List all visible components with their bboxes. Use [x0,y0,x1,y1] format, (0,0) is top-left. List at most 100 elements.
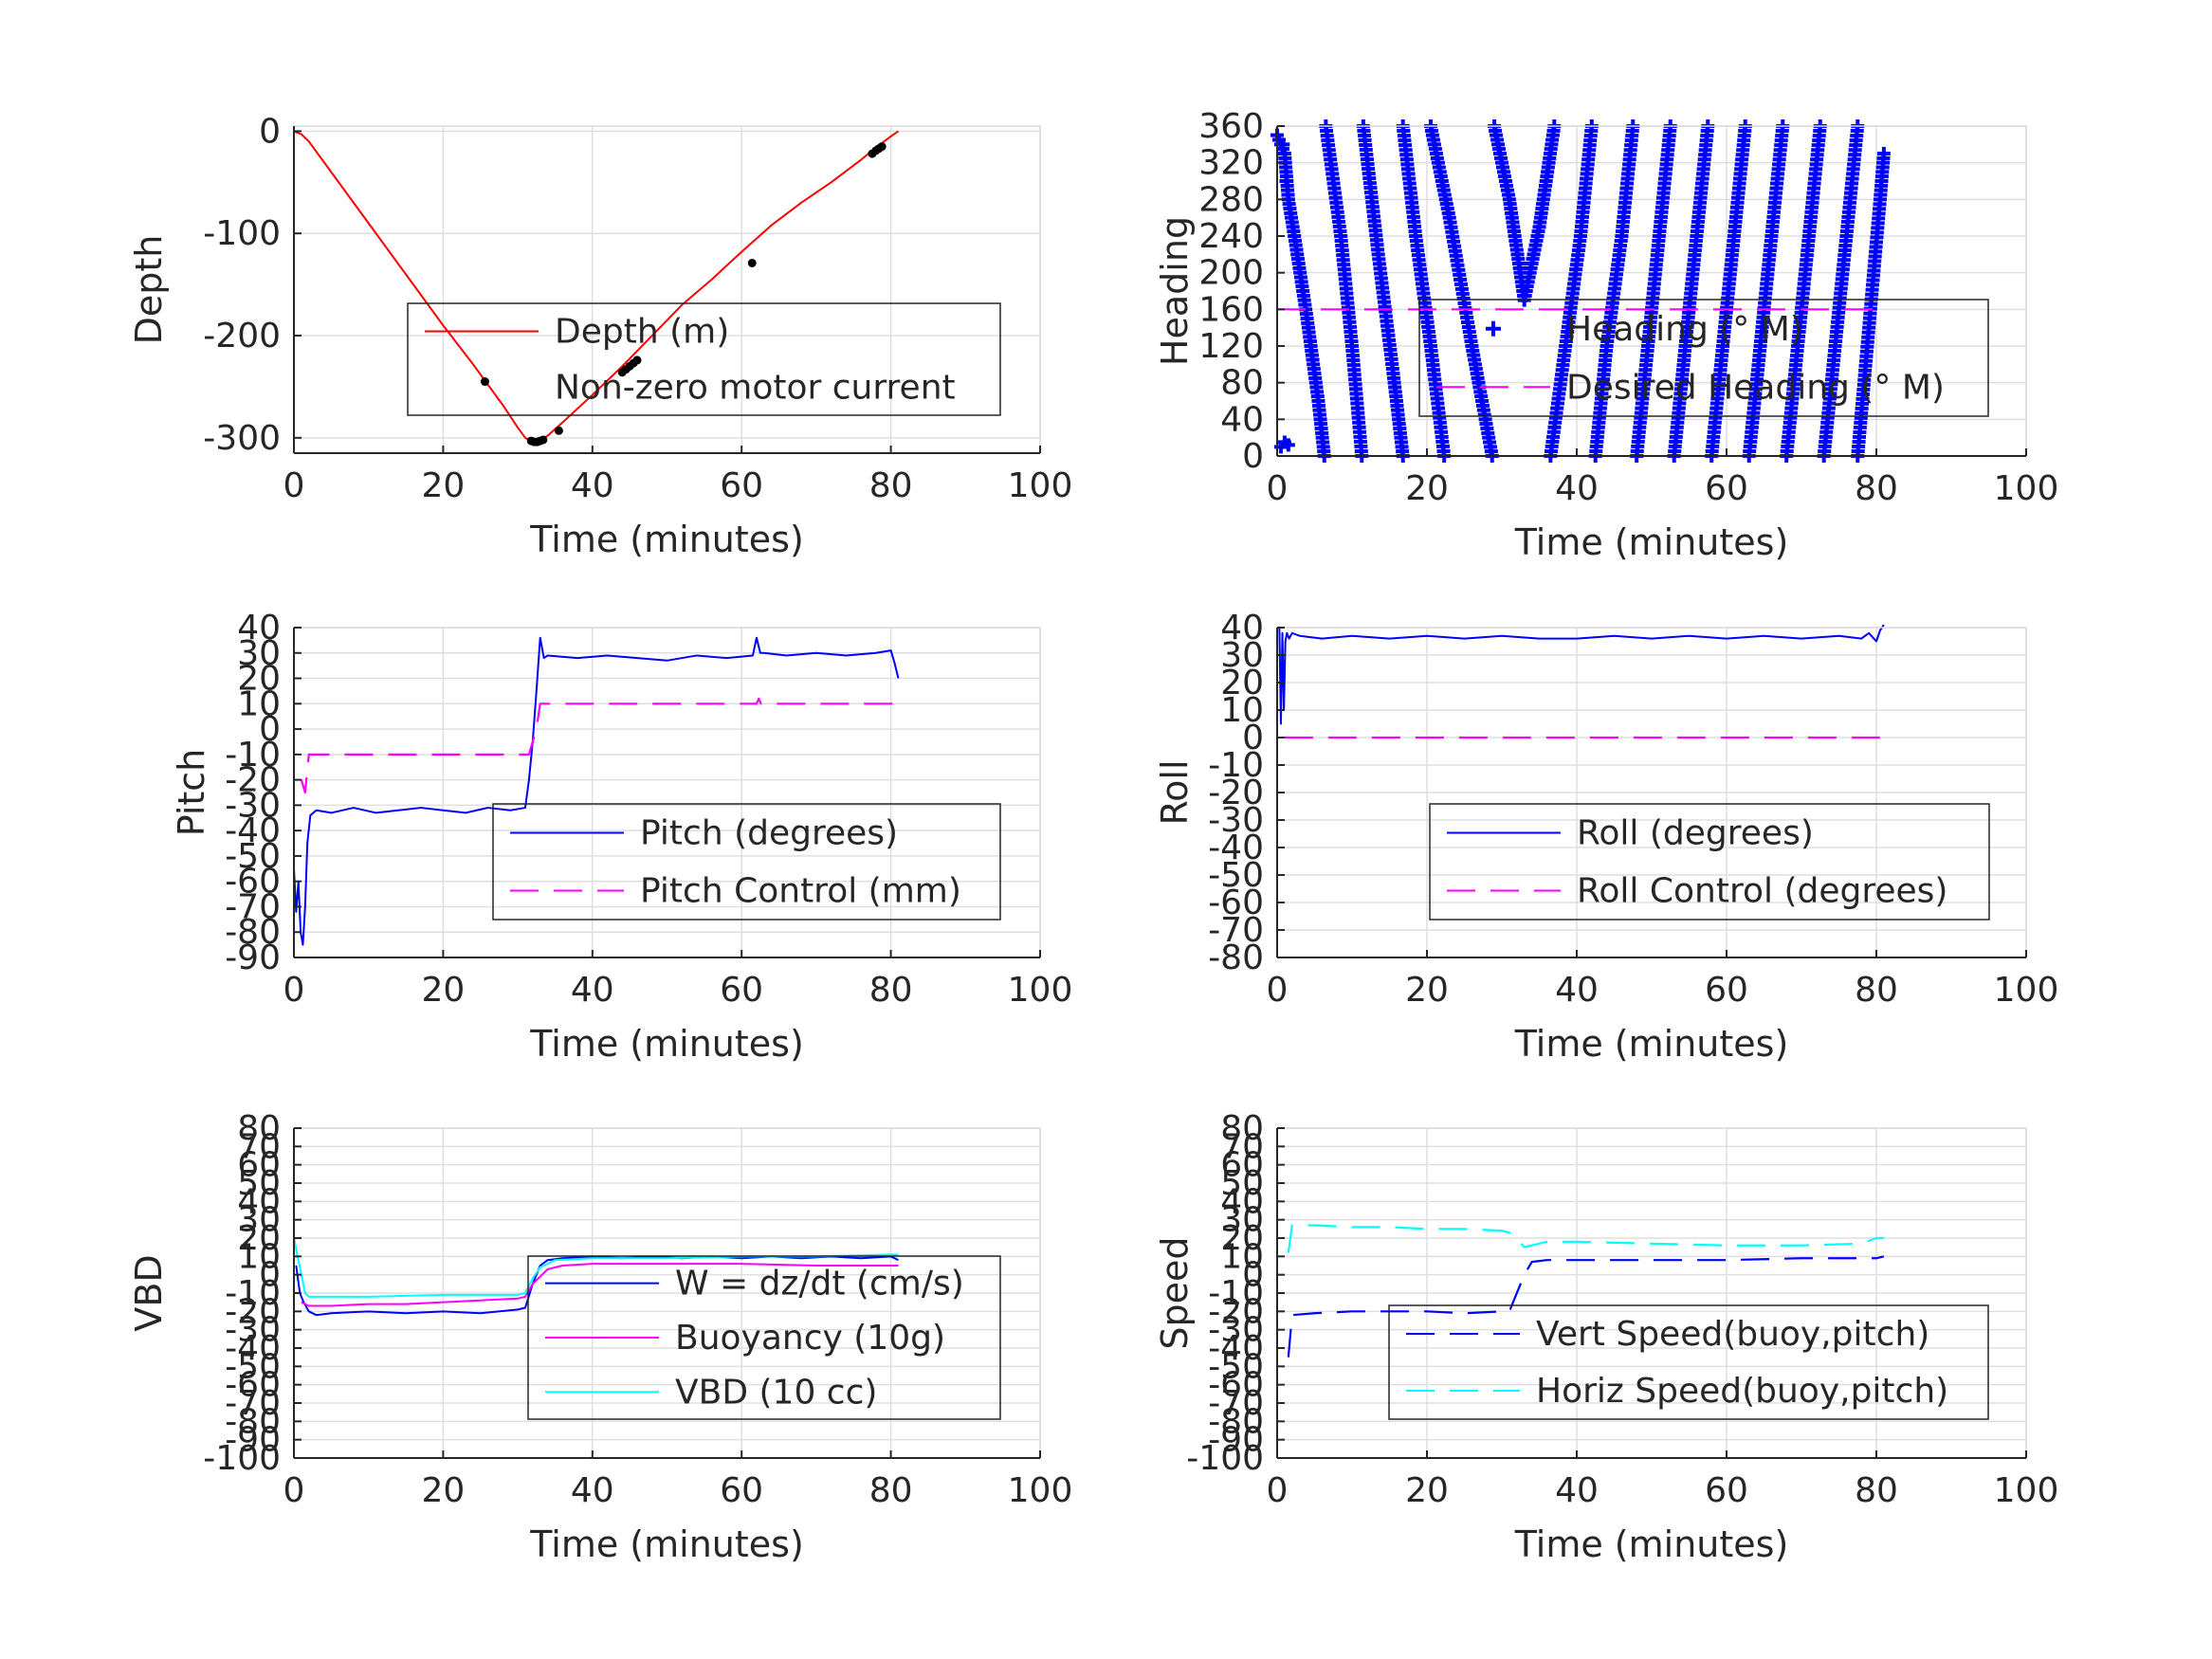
roll-y-tick-label: -80 [1208,939,1264,977]
speed-y-tick-label: 40 [1220,1182,1264,1221]
heading-y-tick-label: 200 [1198,254,1264,293]
chart-vbd: 0 20 40 60 80 100-100-90-80-70-60-50-40-30-20… [128,1109,1072,1565]
depth-y-tick-label: -100 [203,214,281,253]
speed-y-tick-label: -60 [1208,1366,1264,1405]
speed-y-tick-label: 30 [1220,1201,1264,1240]
depth-series-1-point [632,356,642,365]
roll-y-tick-label: -30 [1208,801,1264,840]
depth-x-tick-label: 60 [720,466,763,505]
vbd-xlabel: Time (minutes) [529,1523,804,1565]
pitch-legend-entry: Pitch Control (mm) [640,872,961,911]
roll-x-tick-label: 0 [1267,971,1289,1010]
pitch-y-tick-label: 40 [237,609,281,647]
speed-y-tick-label: -30 [1208,1311,1264,1350]
speed-legend-entry: Horiz Speed(buoy,pitch) [1536,1372,1948,1411]
heading-series-0-point [1876,147,1891,160]
pitch-legend-entry: Pitch (degrees) [640,814,898,853]
roll-y-tick-label: -70 [1208,911,1264,950]
roll-legend: Roll (degrees) Roll Control (degrees) [1429,803,1990,921]
speed-y-tick-label: 20 [1220,1219,1264,1258]
roll-y-tick-label: 30 [1220,636,1264,675]
pitch-ylabel: Pitch [171,749,212,837]
heading-y-tick-label: 0 [1242,437,1264,476]
vbd-x-tick-label: 80 [869,1471,913,1510]
speed-y-tick-label: 80 [1220,1109,1264,1148]
pitch-x-tick-label: 60 [720,971,763,1010]
heading-y-tick-label: 280 [1198,180,1264,219]
vbd-y-tick-label: -90 [225,1421,281,1460]
speed-y-tick-label: 10 [1220,1237,1264,1276]
vbd-y-tick-label: -100 [203,1439,281,1478]
depth-ylabel: Depth [128,235,170,345]
depth-y-tick-label: 0 [259,112,281,151]
depth-xlabel: Time (minutes) [529,519,804,560]
roll-y-tick-label: 10 [1220,691,1264,730]
pitch-x-tick-label: 20 [421,971,465,1010]
pitch-legend: Pitch (degrees) Pitch Control (mm) [492,803,1001,921]
vbd-legend-entry: Buoyancy (10g) [675,1319,945,1358]
heading-x-tick-label: 40 [1555,469,1599,508]
depth-y-tick-label: -300 [203,419,281,458]
vbd-y-tick-label: -30 [225,1311,281,1350]
depth-x-tick-label: 20 [421,466,465,505]
speed-y-tick-label: -50 [1208,1347,1264,1386]
vbd-y-tick-label: -80 [225,1402,281,1441]
chart-roll: 0 20 40 60 80 100-80-70-60-50-40-30-20-100102… [1154,609,2058,1065]
speed-y-tick-label: 70 [1220,1127,1264,1166]
heading-x-tick-label: 20 [1405,469,1449,508]
roll-xlabel: Time (minutes) [1514,1023,1789,1065]
speed-ylabel: Speed [1154,1236,1196,1349]
pitch-y-tick-label: -30 [225,786,281,825]
vbd-x-tick-label: 100 [1008,1471,1073,1510]
heading-y-tick-label: 40 [1220,400,1264,439]
heading-x-tick-label: 100 [1994,469,2059,508]
pitch-legend-box [492,803,1001,921]
speed-y-tick-label: -40 [1208,1329,1264,1368]
depth-legend-entry: Depth (m) [555,313,729,352]
depth-legend-entry: Non-zero motor current [555,369,956,408]
heading-xlabel: Time (minutes) [1514,521,1789,563]
vbd-legend: W = dz/dt (cm/s) Buoyancy (10g) VBD (10 cc… [527,1255,1001,1420]
speed-series-0-line [1287,1255,1885,1358]
vbd-series-1-line [301,1263,899,1307]
roll-y-tick-label: 20 [1220,664,1264,702]
vbd-y-tick-label: -60 [225,1366,281,1405]
depth-x-tick-label: 0 [283,466,305,505]
heading-series-0-point [1279,174,1293,188]
speed-x-tick-label: 80 [1855,1471,1898,1510]
vbd-legend-box [527,1255,1001,1420]
vbd-y-tick-label: 70 [237,1127,281,1166]
depth-x-tick-label: 80 [869,466,913,505]
roll-y-tick-label: -50 [1208,856,1264,895]
chart-depth: 0 20 40 60 80 100 0 -100 -200 -300 Time (minutes) D… [128,112,1072,560]
depth-x-tick-label: 100 [1008,466,1073,505]
vbd-y-tick-label: -40 [225,1329,281,1368]
heading-legend-entry: Desired Heading (° M) [1566,368,1945,407]
pitch-y-tick-label: -10 [225,736,281,775]
roll-legend-entry: Roll Control (degrees) [1577,872,1947,911]
vbd-y-tick-label: -50 [225,1347,281,1386]
speed-y-tick-label: -80 [1208,1402,1264,1441]
heading-series-0-point [1281,438,1295,452]
chart-pitch: 0 20 40 60 80 100-90-80-70-60-50-40-30-20-100… [171,609,1072,1065]
roll-x-tick-label: 80 [1855,971,1898,1010]
depth-plot-area [294,126,1040,453]
heading-y-tick-label: 80 [1220,364,1264,403]
heading-legend: Heading (° M) Desired Heading (° M) [1418,299,1989,417]
pitch-x-tick-label: 100 [1008,971,1073,1010]
heading-y-tick-label: 240 [1198,217,1264,256]
vbd-y-tick-label: -20 [225,1292,281,1331]
speed-y-tick-label: 50 [1220,1164,1264,1203]
roll-x-tick-label: 20 [1405,971,1449,1010]
vbd-y-tick-label: 10 [237,1237,281,1276]
vbd-y-tick-label: 50 [237,1164,281,1203]
vbd-y-tick-label: 0 [259,1256,281,1295]
roll-y-tick-label: 40 [1220,609,1264,647]
pitch-y-tick-label: 30 [237,634,281,673]
depth-series-1-point [480,377,489,387]
speed-y-tick-label: -20 [1208,1292,1264,1331]
heading-y-tick-label: 120 [1198,327,1264,366]
heading-legend-box [1418,299,1989,417]
pitch-y-tick-label: -40 [225,811,281,850]
